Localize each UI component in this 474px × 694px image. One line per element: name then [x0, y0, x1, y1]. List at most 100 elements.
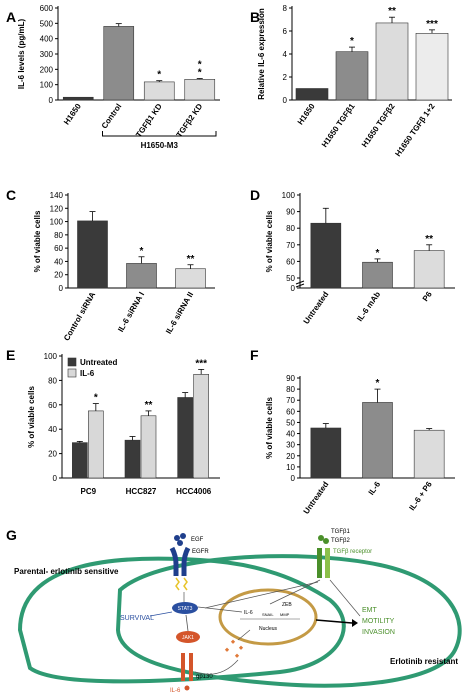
y-tick-label: 10 — [286, 463, 295, 472]
y-tick-label: 80 — [54, 231, 63, 240]
y-tick-label: 50 — [286, 418, 295, 427]
jak1-node — [176, 631, 200, 643]
bar — [413, 429, 445, 479]
panel-g-diagram: G EGF EGFR TGFβ1 TGFβ2 TGFβ receptor Par… — [6, 527, 462, 694]
bar — [175, 268, 206, 289]
y-tick-label: 50 — [286, 274, 295, 283]
bar — [72, 442, 88, 479]
stat3-node — [172, 602, 198, 614]
gp130-receptor-icon — [181, 653, 193, 691]
y-tick-label: 0 — [49, 96, 54, 105]
bar — [143, 81, 175, 101]
significance-mark: * — [376, 248, 380, 259]
il6-ligand-label: IL-6 — [170, 688, 181, 694]
bar — [177, 397, 193, 479]
egf-label: EGF — [191, 537, 204, 543]
stat3-label: STAT3 — [178, 606, 193, 612]
y-tick-label: 20 — [48, 450, 57, 459]
x-tick-label: IL-6 — [367, 480, 383, 497]
bar — [193, 373, 209, 479]
legend-swatch — [67, 368, 77, 378]
nucleus-outline — [218, 588, 318, 646]
y-tick-label: 0 — [53, 474, 58, 483]
y-tick-label: 400 — [40, 35, 54, 44]
panel-label-g: G — [6, 527, 17, 543]
emt-arrow-head — [352, 619, 358, 627]
significance-mark: * — [350, 36, 354, 47]
y-tick-label: 60 — [286, 257, 295, 266]
bar — [103, 26, 135, 101]
egfr-label: EGFR — [192, 549, 209, 555]
y-tick-label: 0 — [283, 96, 288, 105]
x-tick-label: HCC4006 — [176, 487, 212, 496]
bar — [310, 222, 342, 289]
y-tick-label: 140 — [50, 191, 64, 200]
invasion-label: INVASION — [362, 629, 395, 636]
bar — [184, 79, 216, 101]
bar — [77, 220, 108, 289]
y-tick-label: 500 — [40, 19, 54, 28]
x-tick-label: Control — [100, 102, 124, 130]
significance-mark: ** — [187, 254, 195, 265]
y-tick-label: 100 — [44, 352, 58, 361]
y-tick-label: 20 — [286, 452, 295, 461]
bar — [62, 96, 94, 101]
y-tick-label: 60 — [48, 401, 57, 410]
panel-e: E 0 20 40 60 80 100 % of viable cells * PC9 ** HCC8… — [6, 347, 220, 496]
bar — [88, 410, 104, 479]
group-label: H1650-M3 — [141, 141, 179, 150]
significance-mark: * — [94, 393, 98, 404]
panel-d: D 050 60 70 80 90 100 % of viable cells Untreate… — [250, 187, 455, 326]
x-tick-label: TGFβ1 KD — [134, 102, 164, 139]
tgfb2-label: TGFβ2 — [331, 538, 350, 544]
secreted-il6-icon — [224, 639, 244, 658]
jak1-stat3-arrow — [185, 614, 189, 632]
y-tick-label: 8 — [283, 4, 288, 13]
y-tick-label: 100 — [282, 191, 296, 200]
x-tick-label: Control siRNA — [62, 290, 97, 342]
x-tick-label: HCC827 — [126, 487, 157, 496]
axis-break-mark — [295, 280, 305, 288]
snail-label: SNAIL — [262, 612, 274, 617]
y-tick-label: 0 — [291, 284, 296, 293]
y-tick-label: 80 — [48, 376, 57, 385]
x-tick-label: IL-6 siRNA II — [164, 291, 195, 336]
panel-c: C 0 20 40 60 80 100 120 140 % of viable cells Cont… — [6, 187, 215, 342]
y-tick-label: 40 — [48, 425, 57, 434]
legend-swatch — [67, 357, 77, 367]
y-axis-label: % of viable cells — [33, 210, 42, 272]
egfr-receptor-icon — [169, 546, 191, 591]
y-tick-label: 60 — [286, 407, 295, 416]
y-tick-label: 4 — [283, 50, 288, 59]
y-tick-label: 90 — [286, 374, 295, 383]
bar — [140, 415, 157, 479]
stat3-survival-arrow — [149, 611, 173, 617]
significance-mark: ** — [425, 234, 433, 245]
survival-label: SURVIVAL — [120, 615, 154, 622]
panel-a: A 0 100 200 300 400 500 600 IL-6 levels (pg/mL) H… — [6, 4, 220, 150]
egf-ligand-icon — [174, 533, 186, 546]
gp130-label: gp130 — [196, 674, 213, 680]
y-tick-label: 200 — [40, 65, 54, 74]
signaling-arrows — [183, 579, 361, 675]
tgfb-receptor-icon — [317, 535, 330, 578]
x-tick-label: TGFβ2 KD — [175, 102, 205, 139]
significance-mark: * — [157, 70, 161, 81]
group-bracket — [102, 131, 217, 137]
mmp-label: MMP — [280, 612, 290, 617]
significance-mark: *** — [195, 358, 207, 369]
y-axis-label: % of viable cells — [265, 210, 274, 272]
significance-mark: * — [140, 246, 144, 257]
y-tick-label: 40 — [286, 430, 295, 439]
y-tick-label: 100 — [50, 218, 64, 227]
zeb-label: ZEB — [282, 602, 292, 608]
emt-arrow — [315, 619, 353, 624]
x-tick-label: H1650 — [62, 102, 83, 127]
emt-label: EMT — [362, 607, 378, 614]
y-axis-label: Relative IL-6 expression — [257, 8, 266, 100]
x-tick-label: PC9 — [81, 487, 97, 496]
panel-label: F — [250, 347, 259, 363]
sensitive-label: Parental- erlotinib sensitive — [14, 567, 119, 576]
bar — [375, 22, 409, 101]
